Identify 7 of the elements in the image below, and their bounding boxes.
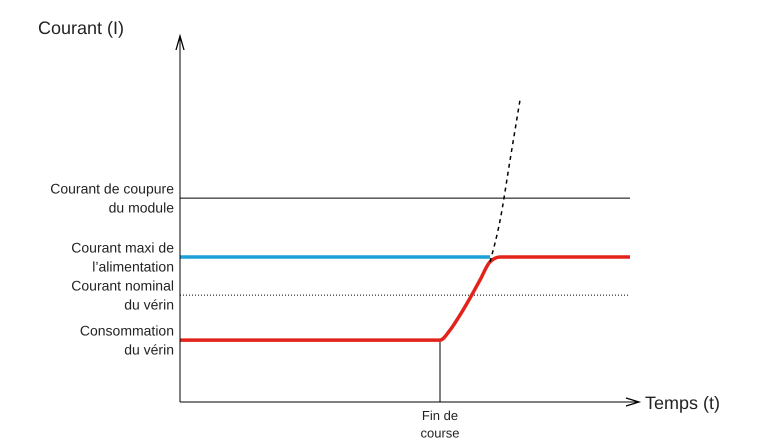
ref-line-label: Courant nominal du vérin xyxy=(71,278,174,312)
series-label: Consommation du vérin xyxy=(80,322,174,358)
x-axis-title: Temps (t) xyxy=(645,393,720,413)
y-axis-title: Courant (I) xyxy=(38,18,124,38)
text: Fin de course xyxy=(420,408,460,439)
series-label: Courant maxi de l’alimentation xyxy=(71,240,174,274)
ref-line-label: Courant de coupure du module xyxy=(50,180,174,216)
